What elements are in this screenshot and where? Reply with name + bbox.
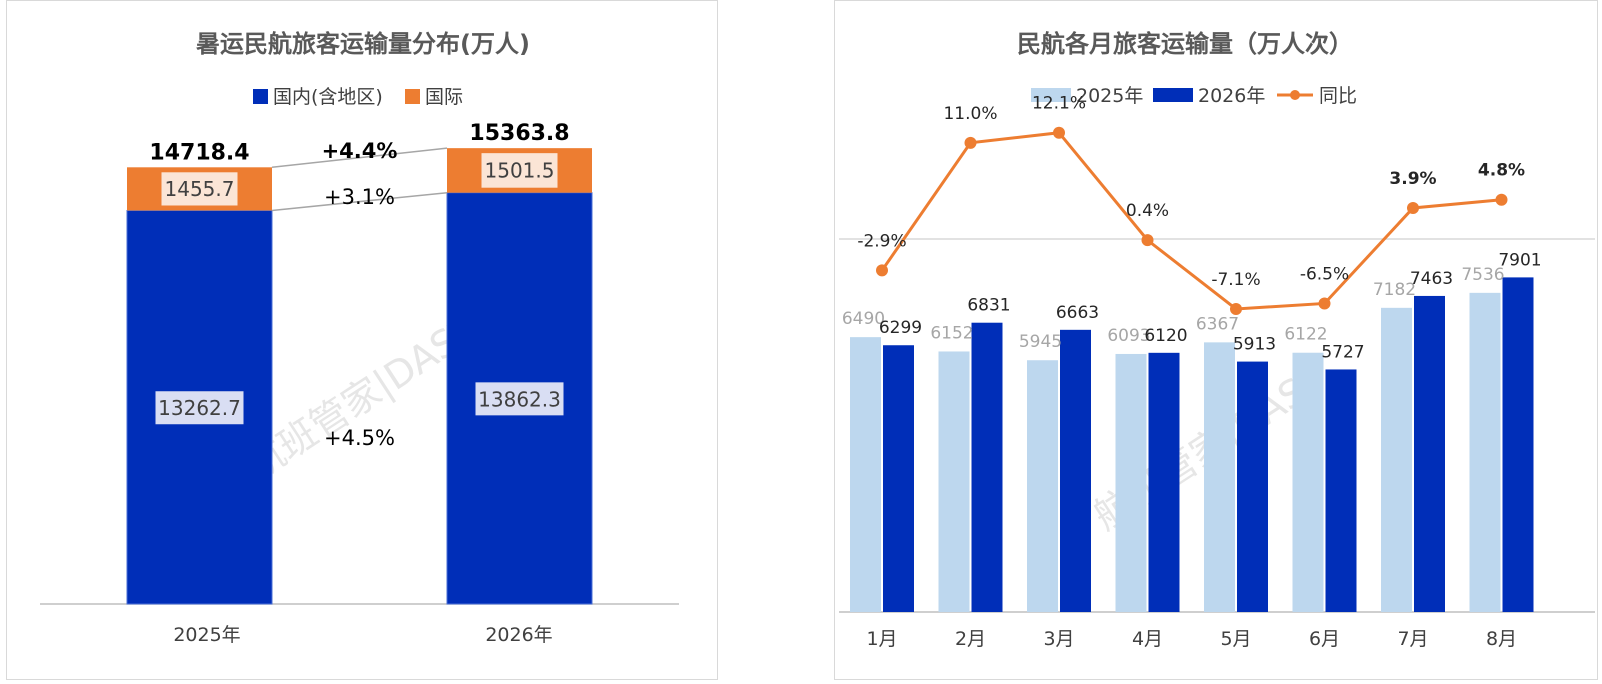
data-label-2025: 6490: [842, 309, 885, 329]
yoy-label: 0.4%: [1126, 201, 1169, 221]
chart-panel-left: 暑运民航旅客运输量分布(万人) 国内(含地区) 国际 航班管家|DAST 145…: [6, 0, 718, 680]
bar-2026: [971, 322, 1003, 612]
yoy-label: -2.9%: [857, 231, 906, 251]
bar-2026: [1237, 361, 1268, 612]
bar-2026: [883, 345, 914, 612]
legend-label-2026: 2026年: [1198, 85, 1265, 107]
bar-2025: [850, 337, 881, 612]
yoy-point: [1230, 302, 1242, 315]
data-label-2026: 5913: [1233, 335, 1276, 355]
legend-marker-yoy: [1290, 90, 1300, 100]
bar-2026: [1502, 277, 1534, 612]
yoy-label: 3.9%: [1389, 169, 1436, 189]
bar-2025: [1381, 307, 1412, 612]
stacked-bar-chart: 暑运民航旅客运输量分布(万人) 国内(含地区) 国际 航班管家|DAST 145…: [40, 30, 679, 646]
data-label-domestic: 13862.3: [478, 387, 561, 411]
bar-2026: [1325, 369, 1357, 612]
data-label-2026: 7901: [1498, 250, 1541, 270]
data-label-domestic: 13262.7: [158, 396, 241, 420]
yoy-label: 11.0%: [943, 104, 997, 124]
chart-title: 民航各月旅客运输量（万人次）: [1017, 30, 1353, 58]
yoy-label: 12.1%: [1032, 94, 1086, 114]
legend-swatch-domestic: [253, 89, 268, 104]
legend-swatch-2026: [1153, 88, 1193, 102]
legend-swatch-international: [405, 89, 420, 104]
data-label-international: 1501.5: [485, 158, 555, 182]
legend-label-international: 国际: [425, 86, 463, 108]
bar-2026: [1060, 329, 1091, 612]
bar-2026: [1414, 295, 1445, 612]
data-label-2025: 7182: [1373, 280, 1416, 300]
data-label-2026: 6299: [879, 318, 922, 338]
data-label-2025: 6122: [1284, 325, 1327, 345]
x-tick-label: 8月: [1486, 628, 1517, 650]
bar-2025: [1027, 360, 1058, 612]
x-tick-label: 2月: [955, 628, 986, 650]
yoy-point: [1495, 193, 1508, 206]
data-label-2025: 5945: [1019, 332, 1062, 352]
yoy-point: [876, 264, 888, 277]
monthly-bar-line-chart: 民航各月旅客运输量（万人次） 2025年 2026年 同比 航班管家|DAST …: [839, 30, 1595, 650]
legend-label-yoy: 同比: [1319, 85, 1357, 107]
bar-2025: [1292, 352, 1324, 612]
connector-international: [271, 191, 448, 212]
total-label: 14718.4: [149, 140, 249, 165]
label-box-international: [161, 172, 238, 206]
bar-2025: [938, 351, 970, 612]
data-label-2025: 6093: [1107, 326, 1150, 346]
growth-domestic-label: +4.5%: [324, 426, 395, 450]
data-label-2026: 6663: [1056, 303, 1099, 323]
bar-2025: [1469, 292, 1501, 612]
bar-2026: [1148, 352, 1180, 612]
yoy-line: [880, 131, 1502, 311]
data-label-2026: 5727: [1321, 342, 1364, 362]
yoy-point: [1407, 201, 1419, 214]
x-tick-label: 2025年: [173, 624, 240, 646]
data-label-2025: 7536: [1461, 265, 1504, 285]
legend-swatch-2025: [1031, 88, 1071, 102]
yoy-point: [1141, 234, 1154, 247]
x-tick-label: 6月: [1309, 628, 1340, 650]
data-label-2026: 6120: [1144, 326, 1187, 346]
data-label-2026: 7463: [1410, 269, 1453, 289]
data-label-2025: 6367: [1196, 314, 1239, 334]
connector-total: [271, 147, 448, 169]
yoy-point: [1318, 297, 1331, 310]
label-box-domestic: [475, 382, 564, 416]
yoy-label: -6.5%: [1300, 264, 1349, 284]
yoy-label: 4.8%: [1478, 161, 1525, 181]
label-box-domestic: [155, 391, 244, 425]
x-tick-label: 5月: [1220, 628, 1251, 650]
total-label: 15363.8: [469, 121, 569, 146]
chart-title: 暑运民航旅客运输量分布(万人): [196, 30, 530, 58]
legend-label-domestic: 国内(含地区): [273, 86, 383, 108]
data-label-2026: 6831: [967, 296, 1010, 316]
x-tick-label: 2026年: [485, 624, 552, 646]
x-tick-label: 7月: [1397, 628, 1428, 650]
x-tick-label: 1月: [866, 628, 897, 650]
x-tick-label: 4月: [1132, 628, 1163, 650]
chart-panel-right: 民航各月旅客运输量（万人次） 2025年 2026年 同比 航班管家|DAST …: [834, 0, 1598, 680]
bar-2025: [1204, 342, 1235, 612]
bar-2025: [1115, 353, 1147, 612]
legend-label-2025: 2025年: [1076, 85, 1143, 107]
yoy-point: [1053, 126, 1065, 139]
data-label-2025: 6152: [930, 323, 973, 343]
yoy-label: -7.1%: [1211, 270, 1260, 290]
x-tick-label: 3月: [1043, 628, 1074, 650]
growth-international-label: +3.1%: [324, 185, 395, 209]
yoy-point: [964, 136, 977, 149]
data-label-international: 1455.7: [165, 177, 235, 201]
growth-total-label: +4.4%: [322, 139, 398, 163]
label-box-international: [481, 153, 558, 188]
